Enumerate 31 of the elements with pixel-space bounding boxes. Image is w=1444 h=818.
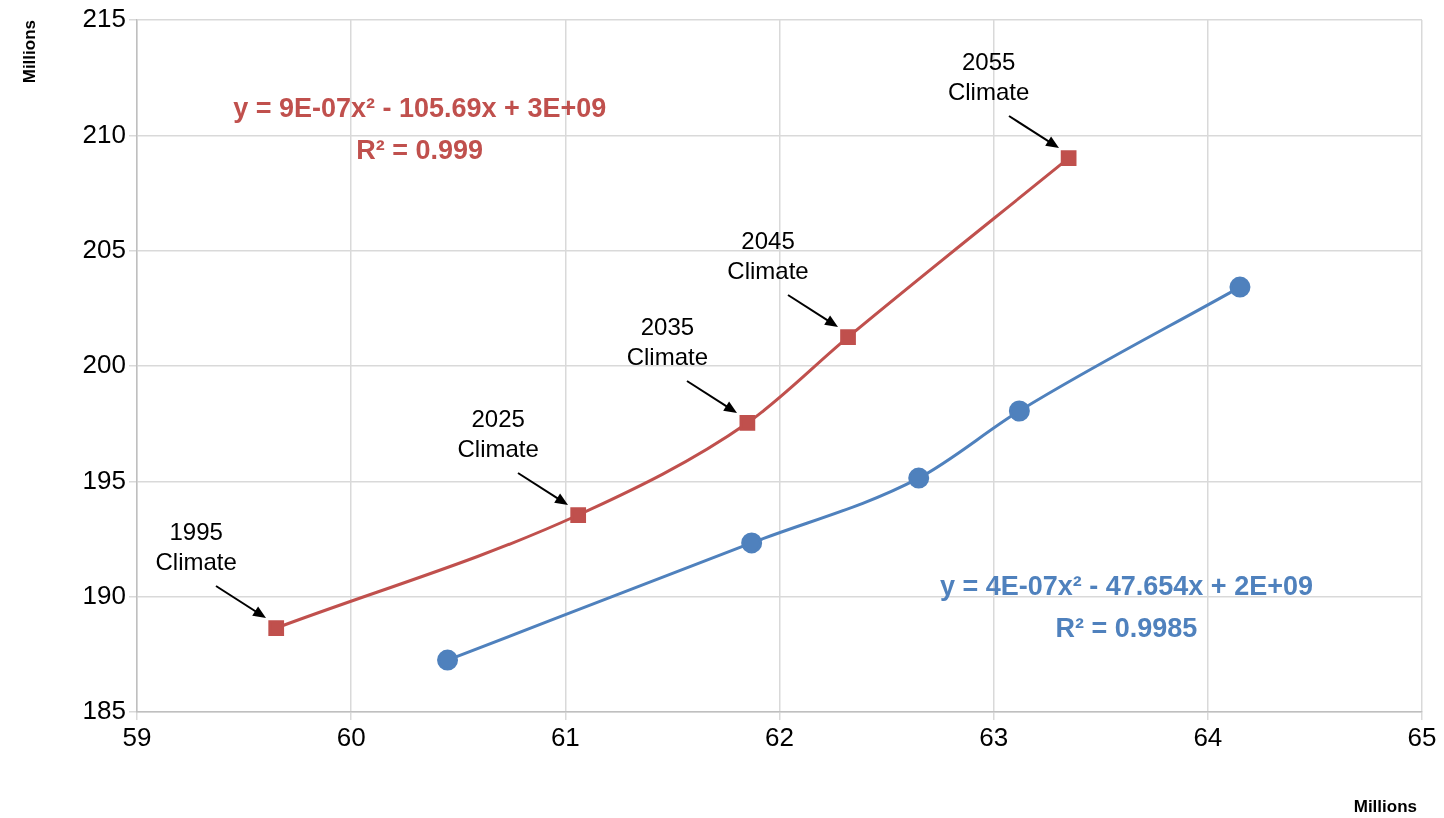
point [908, 467, 930, 489]
annotation: 2055 Climate [947, 47, 1030, 105]
point [268, 620, 285, 636]
y-tick-label: 195 [82, 464, 126, 495]
annotation: 2025 Climate [457, 404, 539, 462]
annotation: 2045 Climate [727, 226, 809, 284]
point [739, 415, 756, 431]
y-axis-title: Millions [19, 20, 39, 84]
text: y = 4E-07x² - 47.654x + 2E+09 R² = 0.9985 [939, 570, 1313, 643]
y-tick-label: 190 [82, 579, 126, 610]
point [437, 649, 459, 671]
x-tick-label: 62 [765, 721, 794, 752]
x-tick-label: 60 [336, 721, 366, 752]
x-axis-title: Millions [1353, 797, 1417, 817]
point [1060, 150, 1077, 167]
text: y = 9E-07x² - 105.69x + 3E+09 R² = 0.999 [233, 93, 607, 166]
y-tick-label: 205 [82, 233, 126, 264]
point [570, 507, 587, 523]
y-tick-label: 200 [82, 349, 126, 380]
x-tick-label: 65 [1407, 721, 1437, 752]
y-tick-label: 210 [82, 118, 126, 149]
x-tick-label: 61 [550, 721, 580, 752]
point [840, 329, 856, 346]
annotation: 2035 Climate [626, 312, 709, 370]
point [1008, 400, 1030, 422]
x-tick-label: 63 [979, 721, 1009, 752]
point [1229, 276, 1251, 298]
y-tick-label: 215 [82, 3, 126, 34]
x-tick-label: 64 [1193, 721, 1223, 752]
point [741, 532, 763, 554]
annotation: 1995 Climate [155, 517, 237, 575]
